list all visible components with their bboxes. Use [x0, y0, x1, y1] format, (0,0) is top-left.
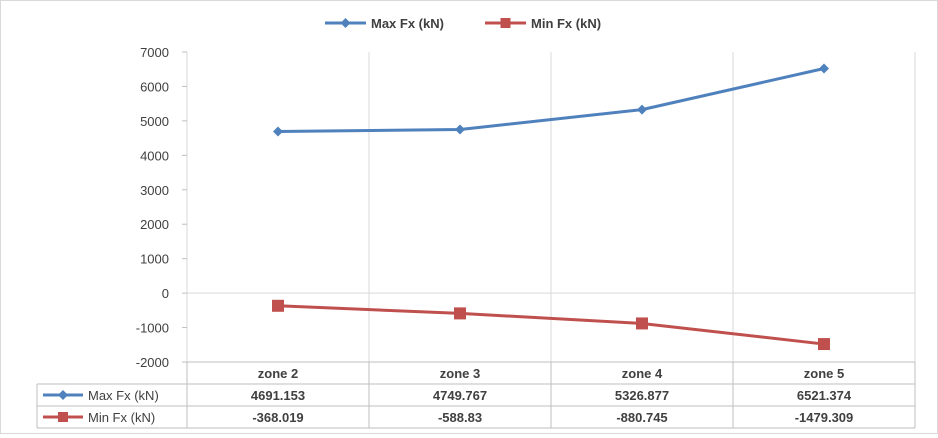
y-tick-label: 5000	[140, 114, 169, 129]
data-point-max-fx-kn	[273, 126, 283, 137]
y-axis: 7000 6000 5000 4000 3000 2000 1000 0 -1000 -2000	[136, 45, 187, 370]
series-max-fx-kn	[273, 63, 829, 137]
y-tick-label: -1000	[136, 321, 169, 336]
y-tick-label: -2000	[136, 355, 169, 370]
category-label: zone 3	[440, 366, 480, 381]
data-label-max-fx-kn: 4749.767	[433, 388, 487, 403]
table-legend-marker-min-fx-kn	[58, 412, 68, 422]
series-line-min-fx-kn	[277, 304, 825, 346]
data-point-min-fx-kn	[454, 307, 466, 320]
data-label-min-fx-kn: -588.83	[438, 410, 482, 425]
legend-label-max-fx-kn: Max Fx (kN)	[371, 16, 444, 31]
legend: Max Fx (kN) Min Fx (kN)	[325, 16, 601, 31]
y-tick-label: 7000	[140, 45, 169, 60]
y-tick-label: 2000	[140, 217, 169, 232]
y-tick-label: 4000	[140, 148, 169, 163]
data-label-min-fx-kn: -1479.309	[795, 410, 854, 425]
grid	[186, 52, 916, 406]
y-tick-label: 0	[162, 286, 169, 301]
series-layer	[272, 63, 830, 351]
data-label-min-fx-kn: -368.019	[252, 410, 303, 425]
category-label: zone 4	[622, 366, 663, 381]
data-point-max-fx-kn	[819, 63, 829, 74]
y-tick-label: 1000	[140, 252, 169, 267]
category-label: zone 2	[258, 366, 298, 381]
series-line-max-fx-kn	[277, 67, 825, 134]
data-point-min-fx-kn	[272, 299, 284, 312]
data-table: zone 2 zone 3 zone 4 zone 5 Max Fx (kN) 4691.…	[36, 361, 916, 429]
table-row-label-max-fx-kn: Max Fx (kN)	[88, 388, 159, 403]
category-label: zone 5	[804, 366, 844, 381]
legend-marker-max-fx-kn	[340, 18, 351, 28]
y-tick-label: 6000	[140, 79, 169, 94]
data-point-min-fx-kn	[636, 317, 648, 330]
data-label-max-fx-kn: 5326.877	[615, 388, 669, 403]
data-label-max-fx-kn: 4691.153	[251, 388, 305, 403]
data-label-max-fx-kn: 6521.374	[797, 388, 852, 403]
data-point-min-fx-kn	[818, 338, 830, 351]
legend-label-min-fx-kn: Min Fx (kN)	[531, 16, 601, 31]
y-tick-label: 3000	[140, 183, 169, 198]
table-legend-marker-max-fx-kn	[58, 390, 68, 400]
table-row-label-min-fx-kn: Min Fx (kN)	[88, 410, 155, 425]
data-label-min-fx-kn: -880.745	[616, 410, 667, 425]
data-point-max-fx-kn	[455, 124, 465, 135]
legend-marker-min-fx-kn	[500, 18, 511, 28]
data-point-max-fx-kn	[637, 104, 647, 115]
series-min-fx-kn	[272, 299, 830, 351]
